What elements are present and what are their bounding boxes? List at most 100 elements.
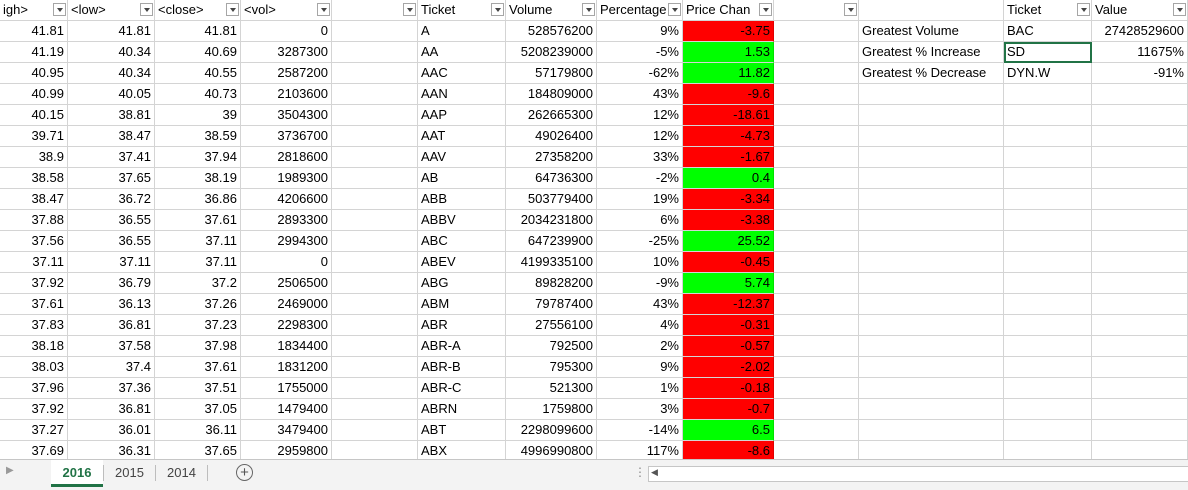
cell-e[interactable] xyxy=(332,168,418,189)
cell-e[interactable] xyxy=(332,252,418,273)
cell-j[interactable] xyxy=(774,231,859,252)
cell-svalue[interactable] xyxy=(1092,336,1188,357)
cell-high[interactable]: 37.69 xyxy=(0,441,68,459)
cell-j[interactable] xyxy=(774,441,859,459)
cell-high[interactable]: 38.9 xyxy=(0,147,68,168)
cell-pct[interactable]: 19% xyxy=(597,189,683,210)
cell-vol[interactable]: 2893300 xyxy=(241,210,332,231)
cell-volume[interactable]: 27358200 xyxy=(506,147,597,168)
cell-e[interactable] xyxy=(332,63,418,84)
cell-ticket[interactable]: AAV xyxy=(418,147,506,168)
cell-e[interactable] xyxy=(332,42,418,63)
cell-high[interactable]: 39.71 xyxy=(0,126,68,147)
cell-low[interactable]: 37.58 xyxy=(68,336,155,357)
cell-ticket[interactable]: ABX xyxy=(418,441,506,459)
cell-sticket[interactable] xyxy=(1004,126,1092,147)
cell-close[interactable]: 36.86 xyxy=(155,189,241,210)
cell-sticket[interactable] xyxy=(1004,357,1092,378)
cell-volume[interactable]: 521300 xyxy=(506,378,597,399)
cell-low[interactable]: 38.81 xyxy=(68,105,155,126)
cell-j[interactable] xyxy=(774,378,859,399)
cell-e[interactable] xyxy=(332,126,418,147)
cell-sticket[interactable] xyxy=(1004,189,1092,210)
cell-volume[interactable]: 89828200 xyxy=(506,273,597,294)
cell-label[interactable] xyxy=(859,420,1004,441)
cell-low[interactable]: 36.55 xyxy=(68,210,155,231)
cell-close[interactable]: 37.61 xyxy=(155,210,241,231)
cell-sticket[interactable] xyxy=(1004,336,1092,357)
cell-j[interactable] xyxy=(774,147,859,168)
sheet-tab-2014[interactable]: 2014 xyxy=(167,465,196,480)
cell-e[interactable] xyxy=(332,315,418,336)
cell-ticket[interactable]: AAP xyxy=(418,105,506,126)
filter-dropdown-icon[interactable] xyxy=(317,3,330,16)
cell-close[interactable]: 37.11 xyxy=(155,231,241,252)
column-header-ticket[interactable]: Ticket xyxy=(418,0,506,21)
cell-high[interactable]: 38.47 xyxy=(0,189,68,210)
cell-pct[interactable]: 4% xyxy=(597,315,683,336)
cell-label[interactable] xyxy=(859,336,1004,357)
cell-high[interactable]: 37.92 xyxy=(0,399,68,420)
cell-sticket[interactable] xyxy=(1004,105,1092,126)
cell-vol[interactable]: 2959800 xyxy=(241,441,332,459)
cell-close[interactable]: 40.73 xyxy=(155,84,241,105)
cell-volume[interactable]: 792500 xyxy=(506,336,597,357)
cell-low[interactable]: 37.65 xyxy=(68,168,155,189)
cell-pct[interactable]: 12% xyxy=(597,105,683,126)
cell-pct[interactable]: 10% xyxy=(597,252,683,273)
cell-high[interactable]: 38.18 xyxy=(0,336,68,357)
cell-e[interactable] xyxy=(332,378,418,399)
cell-ticket[interactable]: ABG xyxy=(418,273,506,294)
cell-close[interactable]: 36.11 xyxy=(155,420,241,441)
cell-label[interactable] xyxy=(859,441,1004,459)
cell-e[interactable] xyxy=(332,357,418,378)
filter-dropdown-icon[interactable] xyxy=(491,3,504,16)
cell-j[interactable] xyxy=(774,252,859,273)
cell-pct[interactable]: 33% xyxy=(597,147,683,168)
cell-pct[interactable]: 117% xyxy=(597,441,683,459)
cell-low[interactable]: 37.4 xyxy=(68,357,155,378)
cell-e[interactable] xyxy=(332,21,418,42)
cell-ticket[interactable]: ABEV xyxy=(418,252,506,273)
cell-pct[interactable]: 43% xyxy=(597,294,683,315)
cell-pct[interactable]: -25% xyxy=(597,231,683,252)
cell-vol[interactable]: 2103600 xyxy=(241,84,332,105)
cell-vol[interactable]: 1834400 xyxy=(241,336,332,357)
cell-sticket[interactable] xyxy=(1004,84,1092,105)
cell-high[interactable]: 37.92 xyxy=(0,273,68,294)
cell-j[interactable] xyxy=(774,105,859,126)
cell-close[interactable]: 37.65 xyxy=(155,441,241,459)
cell-pct[interactable]: 9% xyxy=(597,21,683,42)
cell-vol[interactable]: 2587200 xyxy=(241,63,332,84)
cell-e[interactable] xyxy=(332,105,418,126)
cell-label[interactable] xyxy=(859,168,1004,189)
column-header-j[interactable] xyxy=(774,0,859,21)
cell-sticket[interactable] xyxy=(1004,273,1092,294)
cell-high[interactable]: 37.61 xyxy=(0,294,68,315)
cell-sticket[interactable] xyxy=(1004,420,1092,441)
cell-close[interactable]: 38.59 xyxy=(155,126,241,147)
cell-j[interactable] xyxy=(774,168,859,189)
filter-dropdown-icon[interactable] xyxy=(1173,3,1186,16)
column-header-volume[interactable]: Volume xyxy=(506,0,597,21)
cell-change[interactable]: 11.82 xyxy=(683,63,774,84)
cell-vol[interactable]: 1831200 xyxy=(241,357,332,378)
column-header-pct[interactable]: Percentage xyxy=(597,0,683,21)
cell-change[interactable]: -0.7 xyxy=(683,399,774,420)
cell-close[interactable]: 40.69 xyxy=(155,42,241,63)
cell-svalue[interactable] xyxy=(1092,420,1188,441)
cell-low[interactable]: 36.01 xyxy=(68,420,155,441)
cell-vol[interactable]: 0 xyxy=(241,21,332,42)
cell-svalue[interactable]: 11675% xyxy=(1092,42,1188,63)
cell-close[interactable]: 37.23 xyxy=(155,315,241,336)
cell-volume[interactable]: 79787400 xyxy=(506,294,597,315)
cell-high[interactable]: 37.83 xyxy=(0,315,68,336)
cell-high[interactable]: 41.81 xyxy=(0,21,68,42)
cell-vol[interactable]: 3287300 xyxy=(241,42,332,63)
cell-pct[interactable]: 2% xyxy=(597,336,683,357)
cell-j[interactable] xyxy=(774,42,859,63)
cell-sticket[interactable] xyxy=(1004,441,1092,459)
filter-dropdown-icon[interactable] xyxy=(759,3,772,16)
cell-change[interactable]: -2.02 xyxy=(683,357,774,378)
cell-sticket[interactable] xyxy=(1004,294,1092,315)
